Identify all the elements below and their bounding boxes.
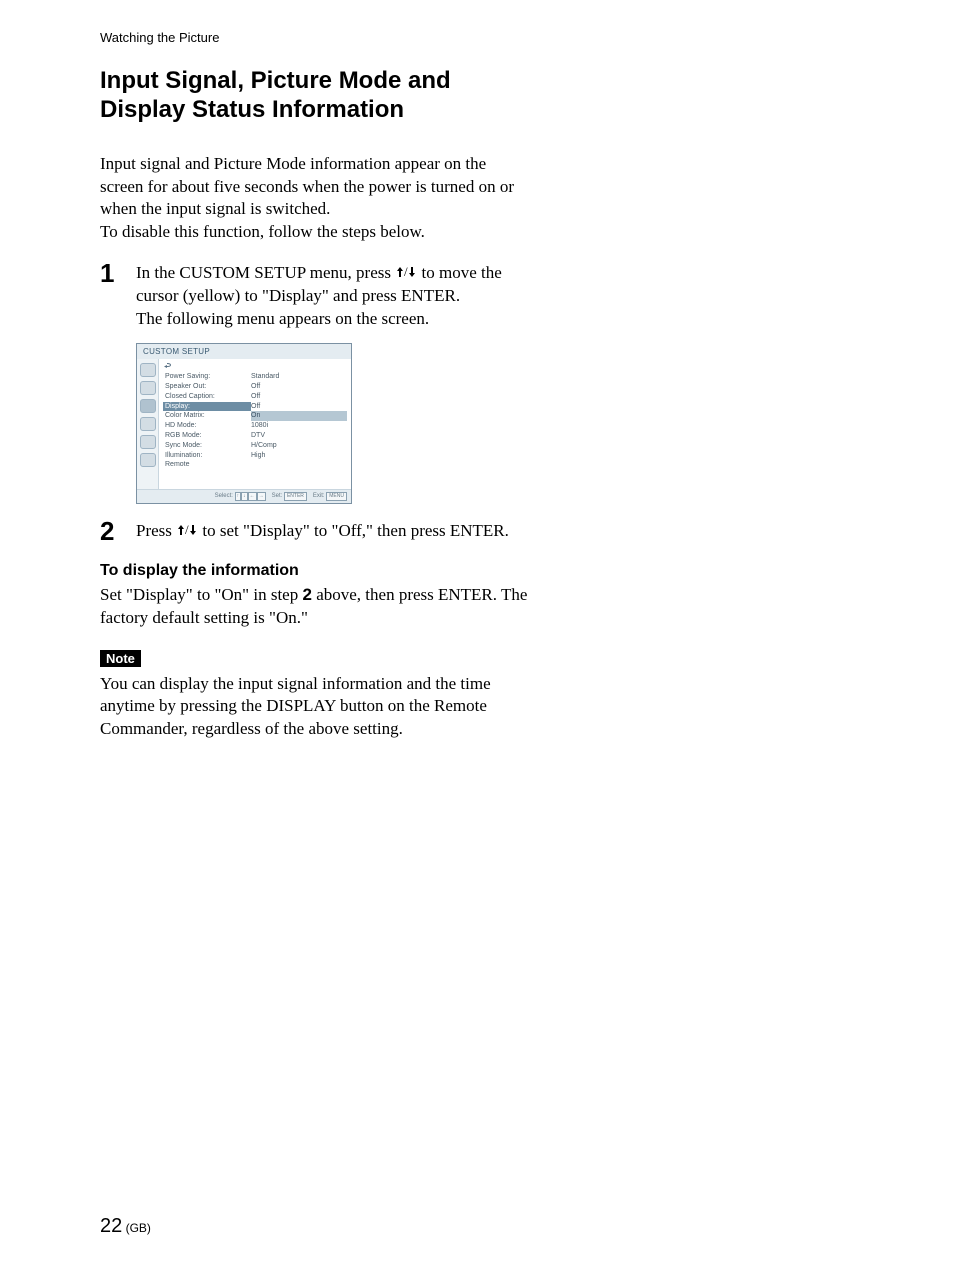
nav-set-label: Set:	[272, 493, 283, 499]
menu-row: Closed Caption:Off	[163, 392, 347, 402]
step-2-number: 2	[100, 518, 136, 544]
nav-exit-key: MENU	[326, 492, 347, 501]
menu-nav-bar: Select: ↑↓←→ Set: ENTER Exit: MENU	[137, 489, 351, 503]
step-2: 2 Press / to set "Display" to "Off," the…	[100, 518, 530, 544]
nav-key-left: ←	[248, 492, 257, 501]
menu-row: Remote	[163, 460, 347, 470]
menu-title: CUSTOM SETUP	[137, 344, 351, 359]
menu-row: Sync Mode:H/Comp	[163, 441, 347, 451]
menu-row: Color Matrix:On	[163, 411, 347, 421]
menu-row-key: HD Mode:	[163, 421, 251, 431]
nav-select-label: Select:	[215, 493, 233, 499]
menu-row-key: Sync Mode:	[163, 441, 251, 451]
menu-body: Power Saving:StandardSpeaker Out:OffClos…	[137, 359, 351, 489]
menu-row-value	[251, 460, 347, 470]
sub-body: Set "Display" to "On" in step 2 above, t…	[100, 584, 530, 630]
menu-row: HD Mode:1080i	[163, 421, 347, 431]
step-1-body: In the CUSTOM SETUP menu, press / to mov…	[136, 260, 530, 331]
sub-body-bold: 2	[302, 585, 311, 604]
menu-row-value: On	[251, 411, 347, 421]
step-1-text-a: In the CUSTOM SETUP menu, press	[136, 263, 395, 282]
page-number-suffix: (GB)	[122, 1221, 151, 1235]
sub-heading: To display the information	[100, 562, 530, 580]
menu-row-value: DTV	[251, 431, 347, 441]
menu-row-key: Color Matrix:	[163, 411, 251, 421]
nav-exit: Exit: MENU	[313, 492, 347, 501]
menu-row-value: H/Comp	[251, 441, 347, 451]
sub-body-a: Set "Display" to "On" in step	[100, 585, 302, 604]
page-number: 22 (GB)	[100, 1215, 151, 1238]
menu-row-key: Power Saving:	[163, 372, 251, 382]
menu-row-value: Off	[251, 392, 347, 402]
nav-set: Set: ENTER	[272, 492, 307, 501]
sidebar-icon-1	[140, 363, 156, 377]
step-2-text-b: to set "Display" to "Off," then press EN…	[198, 521, 509, 540]
intro-paragraph: Input signal and Picture Mode informatio…	[100, 153, 530, 245]
nav-set-key: ENTER	[284, 492, 307, 501]
nav-exit-label: Exit:	[313, 493, 325, 499]
menu-row: RGB Mode:DTV	[163, 431, 347, 441]
menu-row-value: Off	[251, 382, 347, 392]
sidebar-icon-6	[140, 453, 156, 467]
step-1-text-c: The following menu appears on the screen…	[136, 309, 429, 328]
note-body: You can display the input signal informa…	[100, 673, 530, 742]
sidebar-icon-4	[140, 417, 156, 431]
nav-select: Select: ↑↓←→	[215, 492, 266, 501]
sidebar-icon-2	[140, 381, 156, 395]
page-number-value: 22	[100, 1215, 122, 1237]
menu-row-value: High	[251, 451, 347, 461]
sidebar-icon-3	[140, 399, 156, 413]
running-header: Watching the Picture	[100, 30, 530, 45]
up-down-arrows-icon: /	[395, 265, 417, 279]
menu-row-key: Closed Caption:	[163, 392, 251, 402]
menu-row-key: Speaker Out:	[163, 382, 251, 392]
menu-row: Speaker Out:Off	[163, 382, 347, 392]
step-2-body: Press / to set "Display" to "Off," then …	[136, 518, 509, 543]
menu-rows: Power Saving:StandardSpeaker Out:OffClos…	[163, 372, 347, 470]
menu-row-value: Off	[251, 402, 347, 412]
sidebar-icon-5	[140, 435, 156, 449]
page-title: Input Signal, Picture Mode and Display S…	[100, 67, 530, 125]
step-1-number: 1	[100, 260, 136, 286]
menu-content: Power Saving:StandardSpeaker Out:OffClos…	[159, 359, 351, 489]
title-line-1: Input Signal, Picture Mode and	[100, 67, 451, 94]
menu-row-value: Standard	[251, 372, 347, 382]
svg-text:/: /	[404, 265, 408, 279]
menu-row-value: 1080i	[251, 421, 347, 431]
menu-row: Illumination:High	[163, 451, 347, 461]
step-2-text-a: Press	[136, 521, 176, 540]
menu-row: Display:Off	[163, 402, 347, 412]
menu-row-key: Remote	[163, 460, 251, 470]
menu-back-icon	[163, 362, 347, 372]
menu-row-key: RGB Mode:	[163, 431, 251, 441]
menu-sidebar	[137, 359, 159, 489]
nav-arrow-keys: ↑↓←→	[235, 492, 266, 501]
menu-row: Power Saving:Standard	[163, 372, 347, 382]
page-content: Watching the Picture Input Signal, Pictu…	[0, 0, 530, 741]
up-down-arrows-icon: /	[176, 523, 198, 537]
custom-setup-menu-screenshot: CUSTOM SETUP Power Saving:StandardSpeake…	[136, 343, 352, 504]
menu-row-key: Display:	[163, 402, 251, 412]
nav-key-right: →	[257, 492, 266, 501]
svg-text:/: /	[185, 523, 189, 537]
step-1: 1 In the CUSTOM SETUP menu, press / to m…	[100, 260, 530, 331]
title-line-2: Display Status Information	[100, 96, 404, 123]
menu-row-key: Illumination:	[163, 451, 251, 461]
note-badge: Note	[100, 650, 141, 667]
